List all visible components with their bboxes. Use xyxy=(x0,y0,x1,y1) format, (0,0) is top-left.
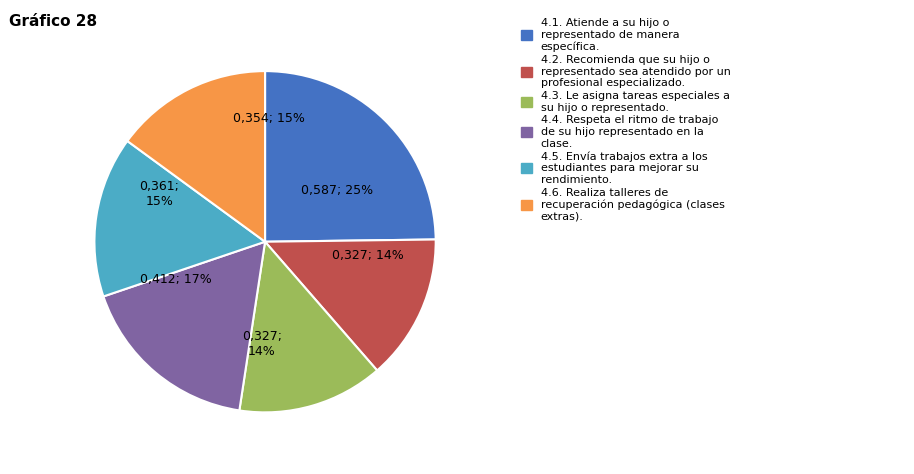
Wedge shape xyxy=(265,239,436,371)
Legend: 4.1. Atiende a su hijo o
representado de manera
específica., 4.2. Recomienda que: 4.1. Atiende a su hijo o representado de… xyxy=(517,15,734,225)
Wedge shape xyxy=(127,71,265,242)
Text: 0,327;
14%: 0,327; 14% xyxy=(241,330,282,358)
Wedge shape xyxy=(94,141,265,296)
Wedge shape xyxy=(265,71,436,242)
Text: 0,412; 17%: 0,412; 17% xyxy=(141,273,212,286)
Text: 0,587; 25%: 0,587; 25% xyxy=(301,184,373,197)
Wedge shape xyxy=(103,242,265,410)
Text: Gráfico 28: Gráfico 28 xyxy=(9,14,97,29)
Text: 0,361;
15%: 0,361; 15% xyxy=(139,180,179,208)
Wedge shape xyxy=(239,242,377,412)
Text: 0,327; 14%: 0,327; 14% xyxy=(332,249,403,262)
Text: 0,354; 15%: 0,354; 15% xyxy=(232,112,304,126)
